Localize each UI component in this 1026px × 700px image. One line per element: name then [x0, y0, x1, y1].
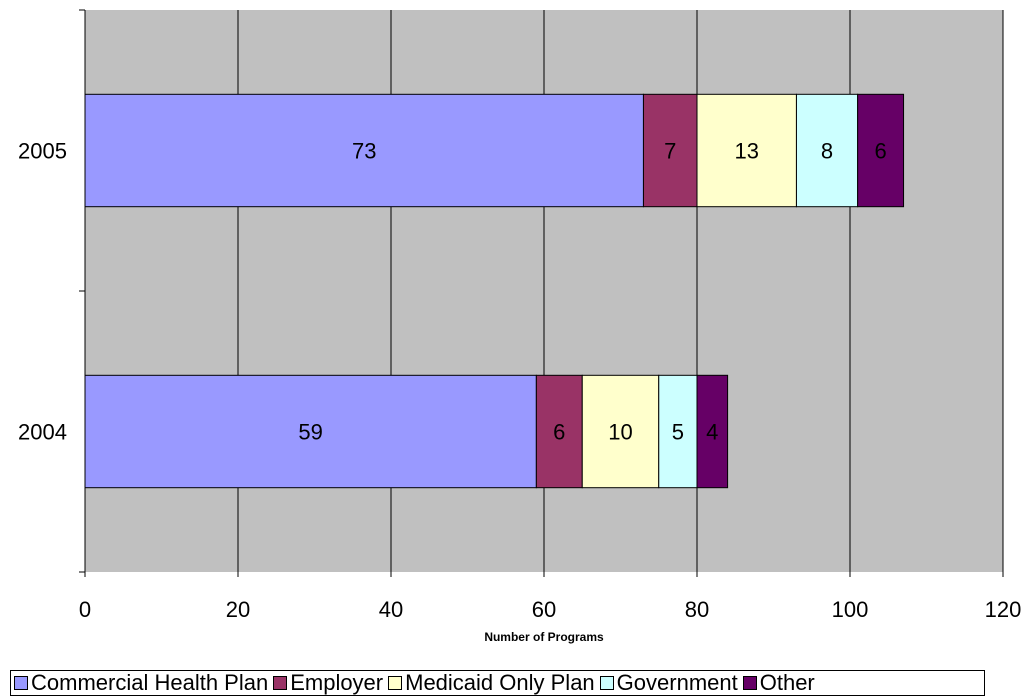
bar-segment: [857, 93, 905, 208]
legend-item: Government: [599, 670, 738, 696]
x-tick-label: 100: [832, 597, 869, 622]
bar-segment: [795, 93, 859, 208]
data-label: 6: [553, 420, 565, 445]
legend-label: Commercial Health Plan: [31, 670, 269, 695]
data-label: 6: [874, 139, 886, 164]
data-label: 7: [664, 139, 676, 164]
bar-segment: [581, 374, 660, 489]
legend: Commercial Health Plan Employer Medicaid O…: [10, 670, 985, 696]
legend-item: Employer: [273, 670, 383, 696]
data-label: 8: [821, 139, 833, 164]
axes: 0 20 40 60 80 100 120 2005 2004: [18, 9, 1022, 622]
y-category-label: 2004: [18, 420, 67, 445]
data-label: 59: [298, 420, 322, 445]
legend-label: Government: [616, 670, 738, 695]
legend-label: Medicaid Only Plan: [405, 670, 595, 695]
data-label: 5: [672, 420, 684, 445]
bar-segment: [642, 93, 698, 208]
x-axis-title: Number of Programs: [484, 630, 604, 644]
bar-segment: [696, 374, 729, 489]
legend-swatch: [14, 676, 28, 690]
bar-segment: [696, 93, 797, 208]
data-label: 4: [706, 420, 718, 445]
stacked-bar-chart: 73 7 13 8 6 59 6 10 5 4 0 20 40 60 80 100 120 2005 2004 N…: [18, 9, 1022, 644]
legend-swatch: [388, 676, 403, 690]
data-label: 10: [608, 420, 632, 445]
x-tick-label: 20: [226, 597, 250, 622]
x-tick-label: 60: [532, 597, 556, 622]
bar-segment: [535, 374, 583, 489]
legend-item: Commercial Health Plan: [14, 670, 268, 696]
legend-swatch: [273, 676, 288, 690]
legend-label: Employer: [290, 670, 384, 695]
bars: 73 7 13 8 6 59 6 10 5 4: [84, 93, 905, 489]
x-tick-label: 80: [685, 597, 709, 622]
data-label: 73: [352, 139, 376, 164]
legend-label: Other: [759, 670, 815, 695]
data-label: 13: [734, 139, 758, 164]
x-tick-label: 120: [985, 597, 1022, 622]
bar-segment: [658, 374, 698, 489]
legend-swatch: [742, 676, 757, 690]
x-tick-label: 0: [79, 597, 91, 622]
legend-item: Medicaid Only Plan: [388, 670, 595, 696]
legend-item: Other: [742, 670, 815, 696]
x-tick-label: 40: [379, 597, 403, 622]
y-category-label: 2005: [18, 139, 67, 164]
legend-swatch: [599, 676, 614, 690]
